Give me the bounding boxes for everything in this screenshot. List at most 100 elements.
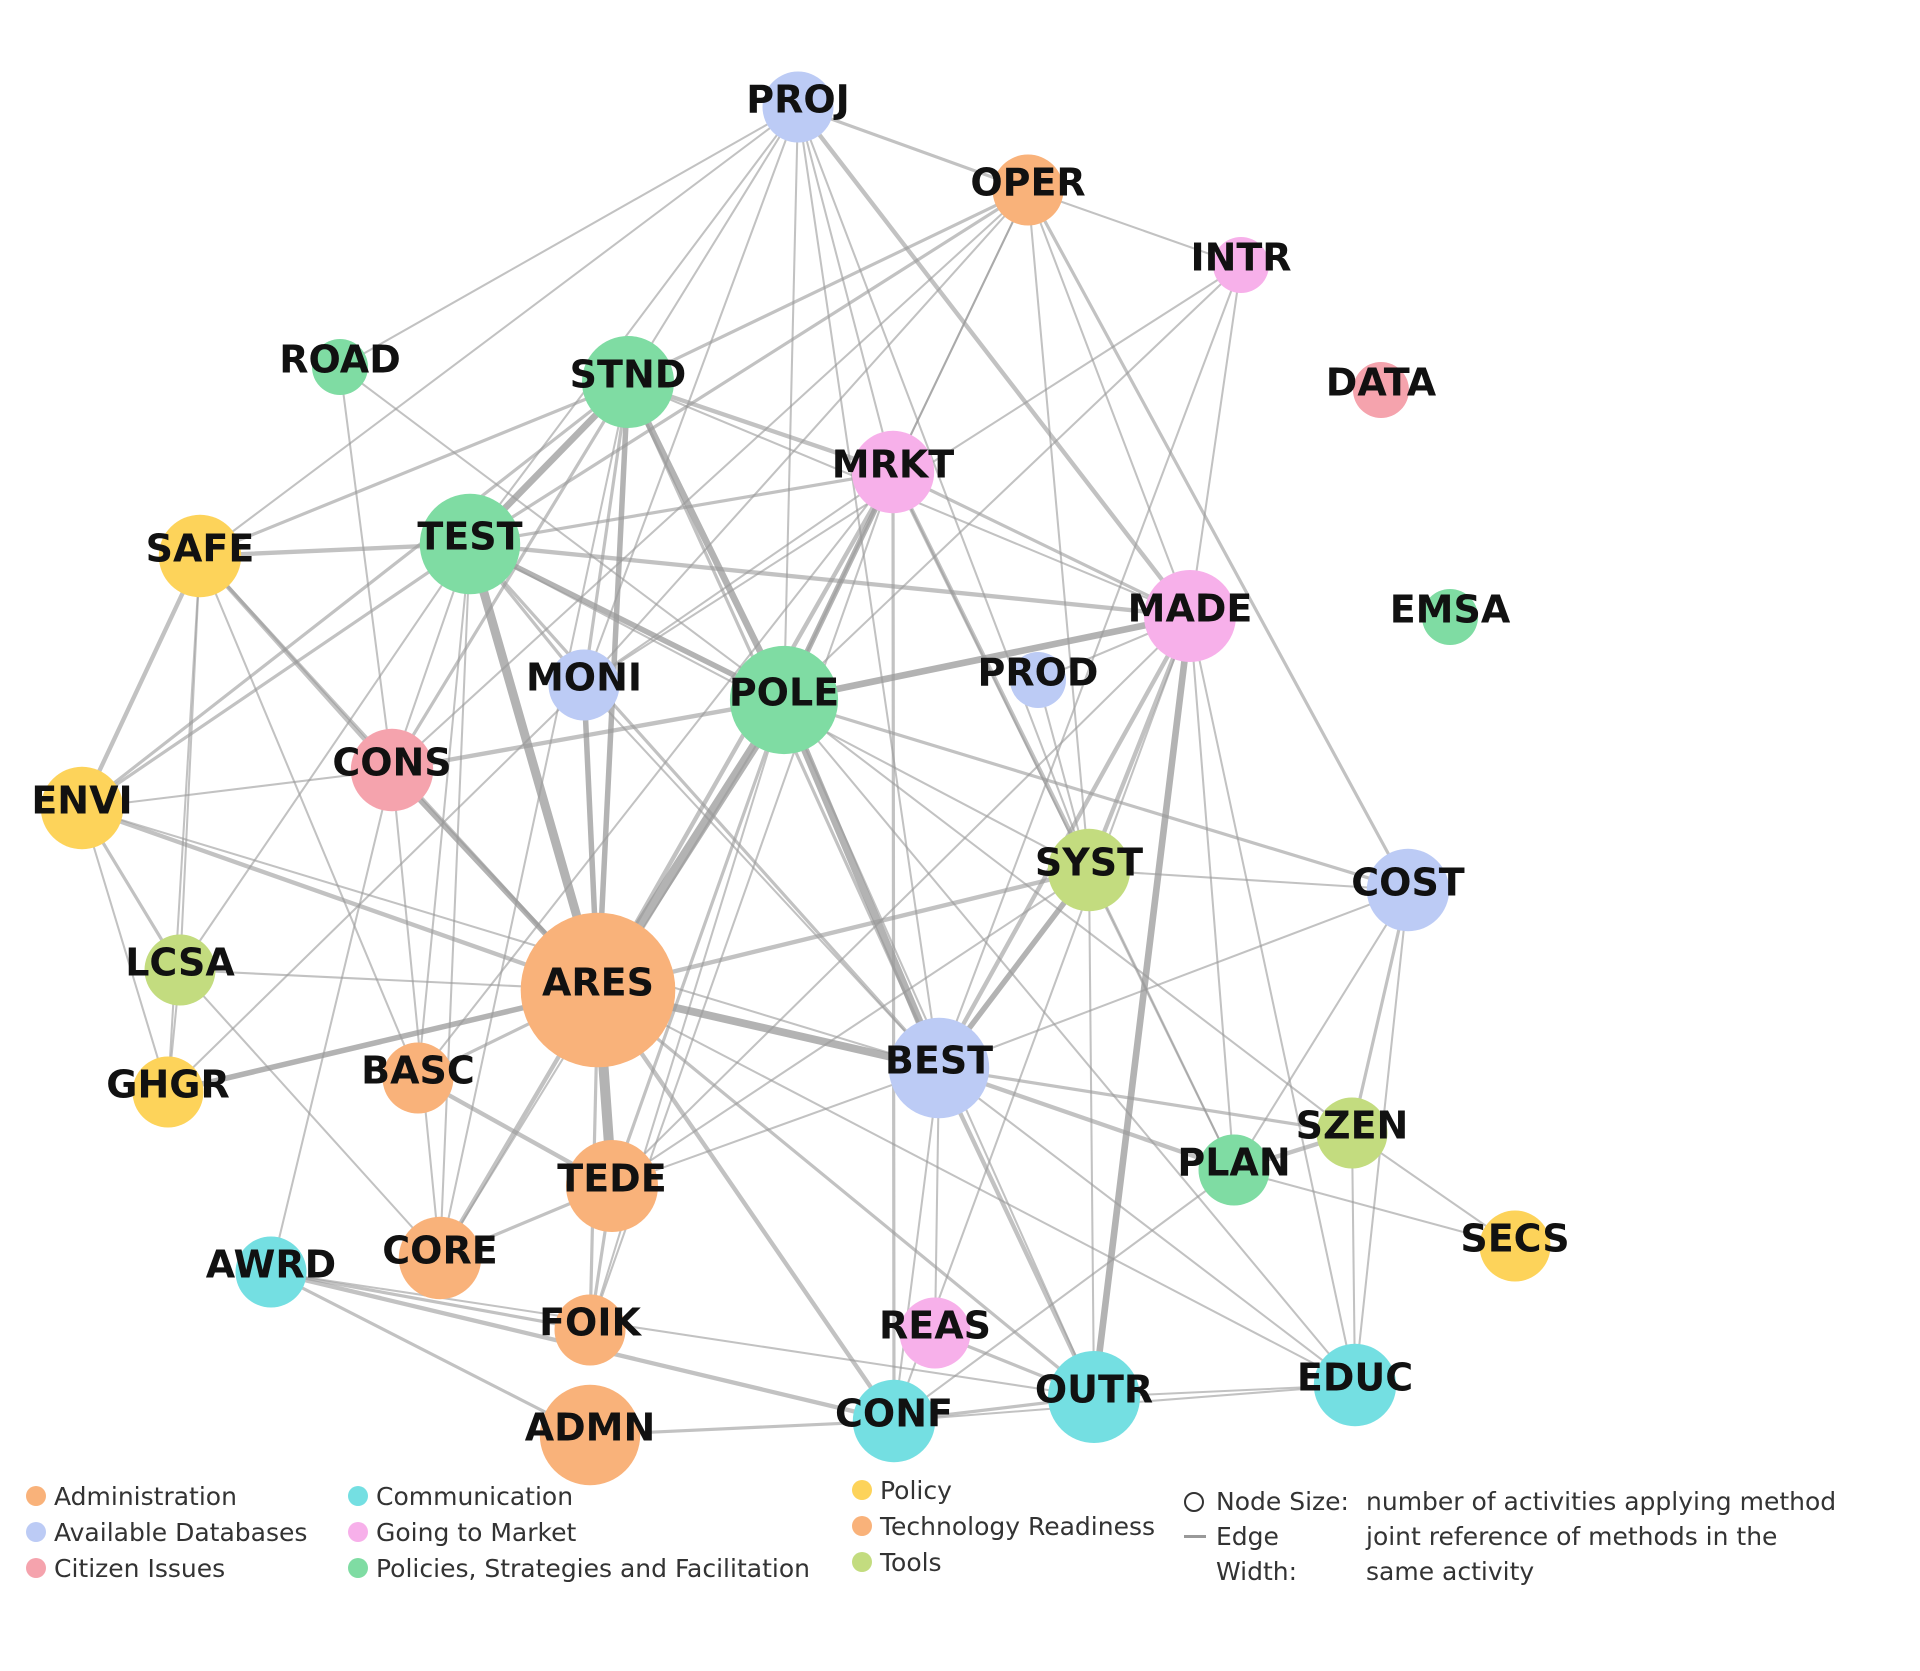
node-oper[interactable] [992, 154, 1064, 226]
edge-width-note: Edge Width: joint reference of methods i… [1184, 1519, 1846, 1589]
edge-envi-ares [79, 805, 601, 993]
node-stnd[interactable] [582, 336, 674, 428]
legend-swatch [26, 1522, 46, 1542]
node-label-best: BEST [885, 1039, 993, 1083]
edge-proj-pole [782, 105, 800, 702]
legend-label: Technology Readiness [880, 1511, 1156, 1541]
node-road[interactable] [312, 339, 368, 395]
node-label-ghgr: GHGR [106, 1063, 229, 1107]
edge-oper-intr [1026, 188, 1243, 267]
edge-test-core [438, 542, 472, 1260]
node-emsa[interactable] [1422, 589, 1478, 645]
legend-swatch [348, 1558, 368, 1578]
legend-column-2: Communication Going to Market Policies, … [348, 1478, 810, 1586]
legend-swatch [852, 1516, 872, 1536]
edge-pole-cost [782, 698, 1410, 892]
edge-moni-best [582, 683, 941, 1070]
node-label-proj: PROJ [746, 78, 850, 122]
legend-swatch [26, 1558, 46, 1578]
node-prod[interactable] [1010, 652, 1066, 708]
node-cost[interactable] [1366, 848, 1450, 932]
node-label-plan: PLAN [1177, 1141, 1290, 1185]
node-moni[interactable] [548, 649, 620, 721]
node-educ[interactable] [1313, 1343, 1397, 1427]
legend-label: Going to Market [376, 1517, 577, 1547]
edge-oper-mrkt [891, 188, 1030, 474]
node-conf[interactable] [852, 1379, 936, 1463]
edge-best-educ [937, 1066, 1357, 1387]
note-description: joint reference of methods in the same a… [1366, 1522, 1778, 1586]
node-cons[interactable] [350, 728, 434, 812]
legend-label: Citizen Issues [54, 1553, 226, 1583]
edge-stnd-mrkt [625, 379, 896, 475]
node-pole[interactable] [729, 645, 839, 755]
node-label-awrd: AWRD [206, 1243, 336, 1287]
node-label-test: TEST [417, 515, 522, 559]
node-ghgr[interactable] [132, 1056, 204, 1128]
node-mrkt[interactable] [851, 430, 935, 514]
node-tede[interactable] [566, 1140, 658, 1232]
edge-syst-plan [1087, 868, 1236, 1172]
node-label-made: MADE [1128, 587, 1253, 631]
edge-pole-educ [782, 698, 1357, 1387]
edge-mrkt-test [468, 470, 895, 546]
legend-swatch [348, 1522, 368, 1542]
edge-proj-safe [198, 105, 800, 558]
nodes-layer [40, 71, 1551, 1486]
node-label-educ: EDUC [1297, 1356, 1413, 1400]
legend-item: Policies, Strategies and Facilitation [348, 1550, 810, 1586]
node-basc[interactable] [382, 1042, 454, 1114]
edge-envi-ghgr [80, 806, 170, 1094]
line-icon [1184, 1519, 1216, 1554]
node-label-conf: CONF [835, 1392, 953, 1436]
edge-mrkt-made [891, 470, 1192, 618]
circle-icon [1184, 1484, 1216, 1519]
edge-oper-moni [582, 188, 1030, 687]
node-admn[interactable] [539, 1384, 641, 1486]
node-label-stnd: STND [570, 353, 687, 397]
edge-proj-mrkt [796, 105, 895, 474]
node-lcsa[interactable] [144, 934, 216, 1006]
legend-item: Technology Readiness [852, 1508, 1155, 1544]
node-syst[interactable] [1047, 828, 1131, 912]
note-term: Edge Width: [1216, 1522, 1298, 1586]
node-safe[interactable] [158, 514, 242, 598]
edge-proj-made [795, 104, 1193, 619]
node-best[interactable] [888, 1017, 990, 1119]
note-description: number of activities applying method [1366, 1487, 1837, 1516]
node-made[interactable] [1144, 570, 1236, 662]
node-intr[interactable] [1213, 237, 1269, 293]
node-foik[interactable] [554, 1294, 626, 1366]
legend-label: Policies, Strategies and Facilitation [376, 1553, 810, 1583]
edge-cost-best [937, 888, 1410, 1070]
edge-proj-stnd [626, 105, 800, 384]
node-reas[interactable] [899, 1297, 971, 1369]
legend-swatch [852, 1552, 872, 1572]
node-secs[interactable] [1479, 1210, 1551, 1282]
edge-proj-syst [796, 105, 1091, 872]
node-szen[interactable] [1316, 1097, 1388, 1169]
edge-test-pole [467, 541, 787, 703]
edge-syst-cost [1087, 868, 1410, 892]
edge-stnd-cons [390, 380, 630, 772]
node-label-cons: CONS [332, 741, 451, 785]
edge-admn-conf [588, 1419, 896, 1437]
node-data[interactable] [1353, 362, 1409, 418]
legend-item: Going to Market [348, 1514, 810, 1550]
node-outr[interactable] [1048, 1351, 1140, 1443]
node-proj[interactable] [762, 71, 834, 143]
legend-item: Citizen Issues [26, 1550, 307, 1586]
node-size-note: Node Size: number of activities applying… [1184, 1484, 1846, 1519]
node-test[interactable] [419, 493, 521, 595]
edge-plan-conf [892, 1168, 1236, 1423]
edge-made-tede [610, 614, 1192, 1188]
node-plan[interactable] [1198, 1134, 1270, 1206]
node-envi[interactable] [40, 766, 124, 850]
node-label-secs: SECS [1460, 1217, 1569, 1261]
node-core[interactable] [398, 1216, 482, 1300]
node-awrd[interactable] [235, 1236, 307, 1308]
edge-pole-szen [782, 698, 1354, 1135]
node-ares[interactable] [520, 912, 676, 1068]
edge-made-pole [780, 612, 1194, 704]
legend-item: Policy [852, 1472, 1155, 1508]
